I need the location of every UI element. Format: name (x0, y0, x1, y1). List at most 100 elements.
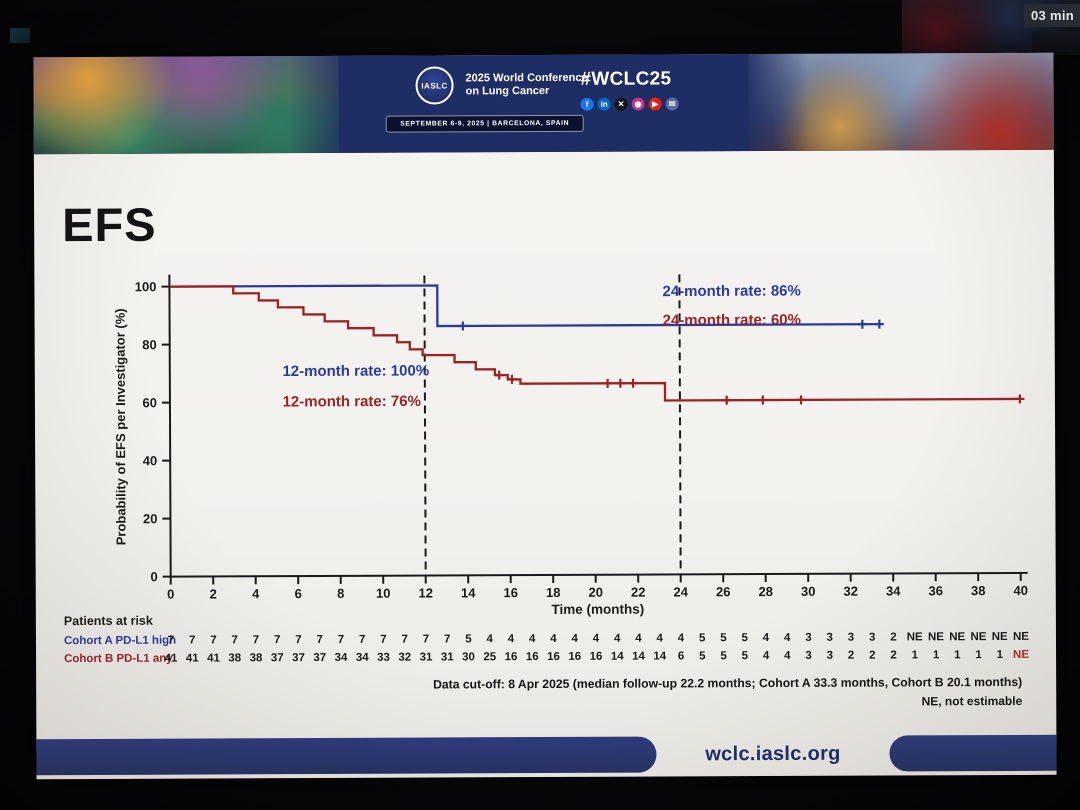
ne-definition-footnote: NE, not estimable (921, 693, 1023, 709)
room-decor-chip (10, 28, 30, 43)
rate-annotation: 24-month rate: 60% (663, 311, 801, 329)
at-risk-count: 37 (271, 652, 284, 664)
at-risk-count: 25 (483, 651, 496, 663)
at-risk-count: 38 (250, 652, 263, 664)
at-risk-heading: Patients at risk (64, 614, 153, 628)
y-tick-label: 40 (143, 453, 158, 468)
timer-badge: 03 min (1024, 4, 1080, 27)
at-risk-count: 41 (207, 652, 220, 664)
banner-center-panel (288, 53, 809, 154)
at-risk-count: 3 (826, 632, 832, 644)
x-tick-label: 30 (801, 584, 816, 599)
at-risk-count: 5 (720, 650, 727, 662)
rate-annotation: 12-month rate: 76% (283, 393, 421, 411)
at-risk-count: 7 (189, 635, 195, 647)
at-risk-count: 4 (635, 633, 642, 645)
at-risk-count: 5 (699, 650, 706, 662)
conference-banner: IASLC 2025 World Conference on Lung Canc… (33, 52, 1054, 155)
at-risk-count: 7 (338, 634, 344, 646)
at-risk-count: NE (928, 631, 944, 643)
at-risk-count: 4 (784, 632, 791, 644)
instagram-icon: ◉ (631, 97, 645, 111)
iaslc-logo: IASLC (415, 66, 454, 105)
at-risk-count: 4 (550, 633, 557, 645)
iaslc-logo-text: IASLC (421, 80, 448, 91)
linkedin-icon: in (597, 97, 611, 111)
at-risk-row-label: Cohort B PD-L1 any (64, 653, 173, 665)
at-risk-count: 16 (568, 651, 581, 663)
at-risk-count: NE (907, 631, 923, 643)
at-risk-count: NE (1013, 631, 1029, 643)
at-risk-count: 14 (653, 650, 666, 662)
at-risk-count: 5 (699, 632, 706, 644)
at-risk-count: 7 (423, 634, 429, 646)
at-risk-count: 3 (869, 632, 875, 644)
at-risk-count: 7 (295, 634, 301, 646)
x-tick-label: 14 (461, 585, 476, 600)
at-risk-count: 30 (462, 651, 475, 663)
conference-date-strip: SEPTEMBER 6-9, 2025 | BARCELONA, SPAIN (385, 114, 584, 133)
at-risk-count: 14 (632, 651, 645, 663)
at-risk-count: 3 (848, 632, 854, 644)
at-risk-count: 4 (678, 632, 685, 644)
x-tick-label: 12 (419, 585, 434, 600)
at-risk-count: 1 (997, 649, 1004, 661)
conference-title-line1: 2025 World Conference (465, 71, 588, 85)
x-tick-label: 40 (1013, 583, 1028, 598)
at-risk-count: 7 (253, 634, 259, 646)
at-risk-count: 41 (165, 653, 178, 665)
x-tick-label: 34 (886, 583, 901, 598)
y-tick-label: 100 (135, 279, 157, 294)
at-risk-count: NE (949, 631, 965, 643)
x-icon: ✕ (614, 97, 628, 111)
at-risk-count: 2 (848, 650, 854, 662)
at-risk-count: NE (992, 631, 1008, 643)
at-risk-count: 1 (933, 649, 940, 661)
at-risk-count: 41 (186, 653, 199, 665)
x-tick-label: 32 (844, 584, 859, 599)
at-risk-count: 7 (274, 634, 280, 646)
x-tick-label: 20 (589, 585, 604, 600)
x-tick-label: 38 (971, 583, 986, 598)
at-risk-count: 37 (292, 652, 305, 664)
at-risk-count: 7 (316, 634, 322, 646)
at-risk-count: 37 (313, 652, 326, 664)
x-tick-label: 10 (376, 586, 391, 601)
at-risk-count: 5 (720, 632, 727, 644)
youtube-icon: ▶ (648, 97, 662, 111)
at-risk-count: 4 (784, 650, 791, 662)
at-risk-row-label: Cohort A PD-L1 high (64, 635, 176, 647)
social-icons-row: f in ✕ ◉ ▶ ✉ (580, 97, 679, 111)
x-tick-label: 36 (928, 583, 943, 598)
at-risk-count: 6 (678, 650, 684, 662)
y-tick-label: 0 (150, 569, 157, 584)
at-risk-count: 4 (763, 650, 770, 662)
x-tick-label: 0 (167, 587, 174, 602)
at-risk-count: 31 (441, 651, 454, 663)
x-tick-label: 22 (631, 585, 646, 600)
at-risk-count: 5 (465, 633, 472, 645)
at-risk-count: 4 (656, 632, 663, 644)
rate-annotation: 12-month rate: 100% (282, 362, 429, 380)
at-risk-count: 4 (508, 633, 515, 645)
x-tick-label: 4 (252, 586, 260, 601)
at-risk-count: 32 (398, 652, 411, 664)
footer-bar-right (889, 734, 1057, 772)
facebook-icon: f (580, 97, 594, 111)
x-axis (170, 571, 1028, 578)
reference-line-12mo (423, 275, 427, 576)
km-curve-cohort-b (169, 285, 1020, 402)
at-risk-count: 4 (571, 633, 578, 645)
at-risk-count: 1 (975, 649, 982, 661)
at-risk-count: 4 (486, 633, 493, 645)
x-tick-label: 6 (295, 586, 302, 601)
y-tick-label: 80 (142, 337, 157, 352)
x-tick-label: 24 (674, 584, 689, 599)
at-risk-count: 34 (335, 652, 348, 664)
presentation-slide: IASLC 2025 World Conference on Lung Canc… (33, 52, 1057, 780)
conference-url: wclc.iaslc.org (705, 742, 841, 766)
at-risk-count: 16 (547, 651, 560, 663)
x-tick-label: 2 (210, 586, 217, 601)
at-risk-count: 4 (529, 633, 536, 645)
